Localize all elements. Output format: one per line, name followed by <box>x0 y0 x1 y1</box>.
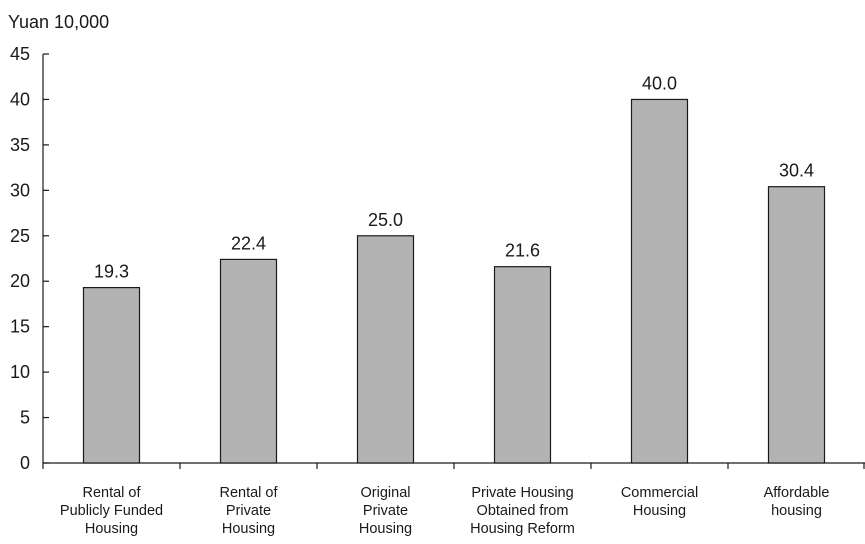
x-tick-label-line: Housing <box>222 521 275 537</box>
y-tick-label: 30 <box>10 180 30 200</box>
data-label: 21.6 <box>505 241 540 261</box>
x-tick-label-line: Housing <box>359 521 412 537</box>
x-tick-label-line: Obtained from <box>477 503 569 519</box>
x-tick-label-line: Commercial <box>621 485 698 501</box>
x-tick-label-line: Private <box>363 503 408 519</box>
x-tick-label-line: Housing <box>85 521 138 537</box>
bar <box>221 259 277 463</box>
bar <box>632 99 688 463</box>
y-tick-label: 20 <box>10 271 30 291</box>
x-tick-label-line: Original <box>361 485 411 501</box>
y-tick-label: 40 <box>10 89 30 109</box>
data-labels: 19.3 22.4 25.0 21.6 40.0 30.4 <box>94 73 814 281</box>
x-tick-label-line: Private Housing <box>471 485 573 501</box>
data-label: 40.0 <box>642 73 677 93</box>
y-tick-label: 5 <box>20 408 30 428</box>
y-tick-label: 15 <box>10 317 30 337</box>
bar <box>769 187 825 463</box>
bars <box>84 99 825 463</box>
x-tick-label-line: Private <box>226 503 271 519</box>
data-label: 25.0 <box>368 210 403 230</box>
y-tick-label: 10 <box>10 362 30 382</box>
data-label: 22.4 <box>231 233 266 253</box>
x-tick-label-line: Rental of <box>219 485 278 501</box>
x-tick-label: Rental of Private Housing <box>219 485 278 537</box>
y-tick-label: 35 <box>10 135 30 155</box>
x-tick-label: Original Private Housing <box>359 485 412 537</box>
bar <box>358 236 414 463</box>
data-label: 19.3 <box>94 262 129 282</box>
x-tick-label-line: Housing Reform <box>470 521 575 537</box>
y-axis: 0 5 10 15 20 25 30 35 40 45 <box>10 44 49 473</box>
y-unit-label: Yuan 10,000 <box>8 12 109 32</box>
x-tick-label-line: Housing <box>633 503 686 519</box>
x-tick-label: Commercial Housing <box>621 485 698 519</box>
x-tick-label-line: Affordable <box>764 485 830 501</box>
bar <box>495 267 551 463</box>
x-tick-label-line: Rental of <box>82 485 141 501</box>
y-tick-label: 25 <box>10 226 30 246</box>
x-tick-label: Rental of Publicly Funded Housing <box>60 485 163 537</box>
x-tick-label-line: Publicly Funded <box>60 503 163 519</box>
y-tick-label: 45 <box>10 44 30 64</box>
x-tick-label: Private Housing Obtained from Housing Refo… <box>470 485 575 537</box>
bar <box>84 288 140 463</box>
x-tick-label: Affordable housing <box>764 485 830 519</box>
data-label: 30.4 <box>779 161 814 181</box>
x-tick-label-line: housing <box>771 503 822 519</box>
y-tick-label: 0 <box>20 453 30 473</box>
x-axis <box>43 463 865 469</box>
